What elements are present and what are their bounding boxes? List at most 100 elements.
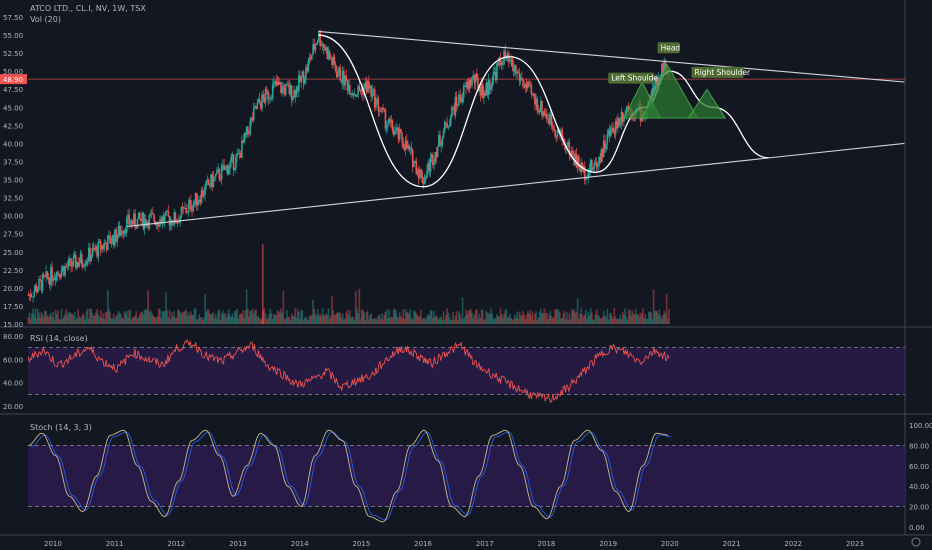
candle-body	[404, 140, 407, 151]
rsi-band	[28, 347, 905, 395]
volume-bar	[447, 312, 450, 324]
volume-bar	[67, 311, 70, 324]
candle-body	[135, 226, 138, 229]
candle-body	[98, 241, 101, 243]
volume-bar	[52, 312, 55, 324]
candle-body	[320, 45, 323, 47]
volume-bar	[174, 317, 177, 324]
volume-bar	[586, 319, 588, 324]
candle-body	[593, 163, 596, 169]
volume-bar	[448, 316, 451, 324]
volume-bar	[588, 315, 591, 324]
volume-bar	[580, 308, 582, 324]
volume-bar	[397, 317, 400, 324]
candle-body	[321, 44, 324, 46]
volume-bar	[71, 313, 74, 324]
candle-body	[498, 57, 501, 66]
volume-bar	[231, 313, 234, 324]
volume-bar	[79, 318, 82, 324]
candle-body	[54, 277, 57, 281]
volume-bar	[225, 317, 228, 324]
candle-body	[216, 169, 218, 175]
volume-bar	[198, 314, 200, 324]
volume-bar	[536, 319, 539, 324]
volume-bar	[451, 319, 453, 324]
volume-bar	[615, 319, 618, 324]
candle-body	[407, 145, 409, 149]
candle-body	[480, 83, 483, 96]
candle-body	[602, 140, 605, 157]
candle-body	[251, 117, 254, 121]
candle-body	[223, 165, 225, 170]
head-label: Head	[661, 43, 681, 52]
volume-bar	[378, 314, 381, 324]
candle-body	[142, 212, 145, 229]
candle-body	[281, 86, 284, 93]
candle-body	[353, 94, 356, 96]
volume-bar	[373, 319, 376, 324]
volume-bar	[205, 311, 208, 324]
candle-body	[354, 94, 357, 97]
volume-bar	[220, 313, 223, 324]
candle-body	[108, 235, 110, 237]
candle-body	[381, 107, 383, 112]
stoch-tick-label: 100.00	[909, 422, 932, 430]
volume-bar	[455, 311, 458, 324]
volume-bar	[296, 308, 299, 324]
volume-bar	[51, 316, 53, 324]
volume-bar	[382, 319, 384, 324]
volume-bar	[638, 316, 641, 324]
volume-bar	[77, 309, 79, 324]
volume-bar	[265, 319, 268, 324]
volume-bar	[97, 314, 100, 324]
volume-bar	[80, 316, 83, 324]
volume-bar	[512, 319, 515, 324]
candle-body	[491, 81, 494, 88]
volume-bar	[127, 317, 129, 324]
candle-body	[83, 265, 85, 268]
volume-bar	[124, 313, 127, 324]
volume-bar	[307, 319, 310, 324]
volume-bar	[480, 309, 483, 324]
volume-bar	[267, 318, 269, 324]
volume-bar	[216, 318, 218, 324]
volume-bar	[369, 315, 371, 324]
volume-bar	[385, 309, 388, 324]
candle-body	[545, 114, 548, 119]
candle-body	[515, 65, 517, 74]
volume-bar	[395, 310, 397, 324]
candle-body	[322, 44, 325, 49]
volume-bar	[44, 310, 46, 324]
candle-body	[179, 216, 181, 223]
candle-body	[481, 83, 484, 99]
volume-bar	[338, 313, 340, 324]
volume-bar	[302, 319, 305, 324]
volume-bar	[494, 318, 497, 324]
volume-bar	[335, 312, 338, 324]
indicator-label: Vol (20)	[30, 15, 61, 24]
volume-bar	[326, 314, 329, 324]
stoch-tick-label: 0.00	[909, 524, 925, 532]
candle-body	[139, 212, 141, 220]
volume-bar	[207, 309, 210, 324]
volume-bar	[252, 313, 255, 324]
volume-bar	[320, 315, 323, 324]
volume-bar	[168, 310, 171, 324]
volume-bar	[653, 311, 656, 324]
volume-bar	[402, 309, 405, 324]
volume-bar	[315, 315, 318, 324]
candle-body	[244, 133, 247, 135]
candle-body	[585, 178, 587, 181]
volume-bar	[69, 312, 71, 324]
volume-bar	[224, 313, 227, 324]
volume-bar	[108, 309, 110, 324]
candle-body	[235, 156, 237, 168]
volume-bar	[159, 309, 161, 324]
candle-body	[205, 180, 208, 186]
volume-bar	[175, 317, 178, 324]
candle-body	[190, 200, 192, 211]
candle-body	[80, 253, 83, 265]
rsi-title: RSI (14, close)	[30, 334, 88, 343]
candle-body	[443, 121, 446, 131]
volume-bar	[545, 312, 548, 324]
